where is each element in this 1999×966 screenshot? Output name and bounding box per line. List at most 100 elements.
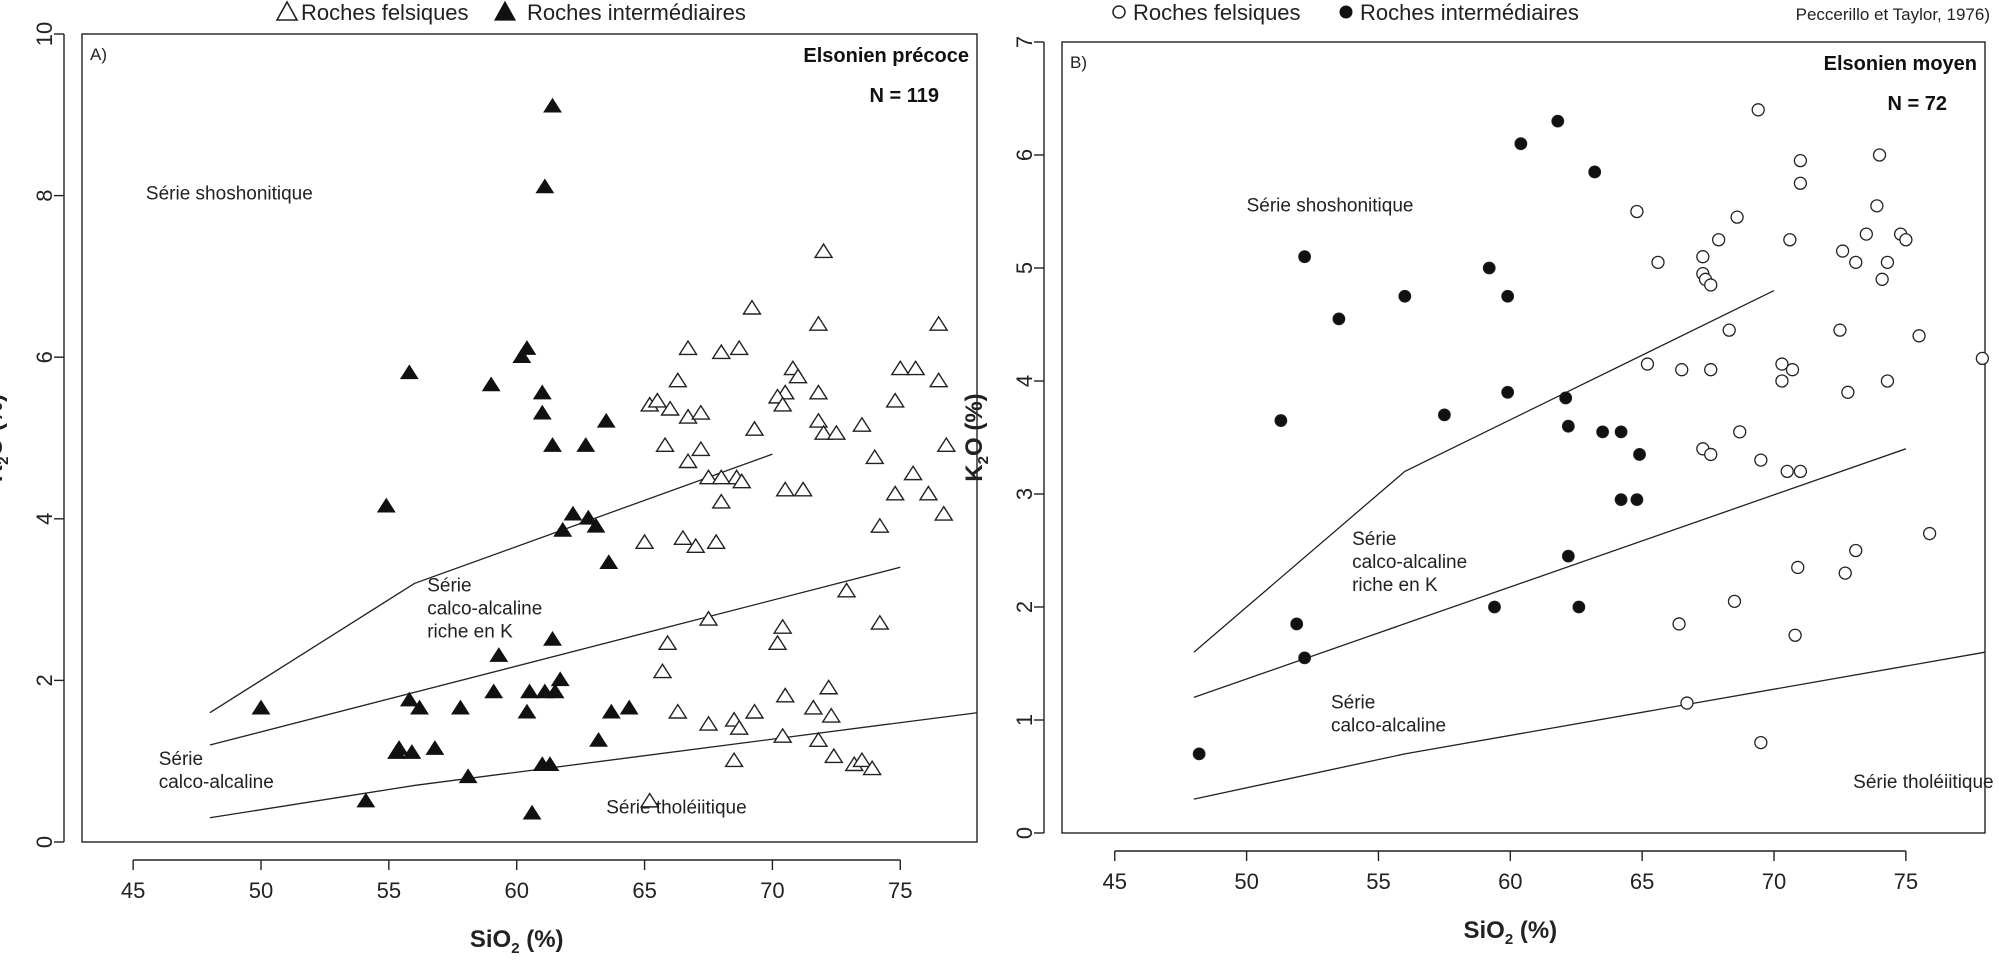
data-point (1561, 549, 1575, 563)
data-point (410, 699, 429, 715)
plot-frame (1061, 41, 1986, 834)
data-point (251, 699, 271, 715)
data-point (1501, 385, 1515, 399)
data-point (425, 740, 445, 755)
y-axis-label: K2O (%) (961, 393, 992, 481)
data-point (1849, 543, 1863, 558)
data-point (451, 699, 470, 715)
legend-panel-b: Roches felsiques Roches intermédiaires (1112, 0, 1579, 25)
data-point (1791, 560, 1805, 575)
x-axis-label: SiO2 (%) (470, 926, 564, 957)
data-point (936, 436, 957, 453)
data-point (870, 517, 890, 533)
data-point (1872, 148, 1887, 162)
x-tick-label: 45 (121, 878, 145, 903)
data-point (1514, 137, 1528, 151)
data-point (660, 400, 680, 416)
data-point (803, 699, 824, 715)
data-point (389, 740, 409, 755)
data-point (890, 359, 911, 376)
x-tick-label: 65 (632, 878, 656, 903)
data-point (520, 683, 539, 699)
data-point (535, 683, 555, 699)
data-point (698, 469, 719, 485)
data-point (808, 315, 829, 331)
y-tick-label: 0 (32, 836, 57, 848)
data-point (1572, 600, 1586, 614)
data-point (1482, 261, 1496, 275)
data-point (885, 392, 905, 408)
data-point (1754, 453, 1768, 467)
legend-panel-a: Roches felsiques Roches intermédiaires (275, 0, 746, 25)
data-point (540, 756, 560, 772)
data-point (1912, 329, 1926, 343)
data-point (793, 481, 813, 497)
series-open-triangle (634, 242, 957, 808)
data-point (1722, 323, 1736, 337)
data-point (576, 437, 596, 452)
data-point (1754, 735, 1768, 750)
data-point (1298, 250, 1312, 264)
data-point (543, 630, 562, 646)
data-point (1730, 210, 1744, 224)
data-point (772, 618, 793, 634)
data-point (673, 529, 693, 545)
data-point (647, 392, 668, 408)
x-tick-label: 75 (888, 878, 912, 903)
data-point (1596, 425, 1610, 439)
legend-intermediate-label: Roches intermédiaires (527, 0, 746, 25)
y-tick-label: 2 (1012, 601, 1037, 613)
data-point (905, 359, 926, 376)
data-point (458, 768, 478, 784)
data-point (870, 614, 890, 630)
data-point (1633, 448, 1646, 461)
data-point (928, 372, 949, 388)
series-boundary-line (1193, 651, 1986, 800)
region-label: Série calco-alcaline (159, 749, 274, 793)
data-point (1551, 114, 1565, 128)
data-point (1793, 153, 1808, 168)
open-triangle-legend-icon (275, 0, 299, 21)
data-point (1793, 464, 1808, 479)
data-point (402, 744, 422, 759)
legend-intermediate-label-b: Roches intermédiaires (1360, 0, 1579, 25)
filled-triangle-legend-icon (493, 0, 517, 21)
series-boundary-line (1193, 290, 1775, 653)
data-point (1561, 419, 1575, 433)
data-point (543, 437, 562, 452)
y-tick-label: 0 (1012, 827, 1037, 839)
data-point (1833, 323, 1847, 337)
data-point (1332, 312, 1346, 326)
data-point (1835, 244, 1850, 258)
data-point (586, 517, 606, 533)
data-point (775, 687, 795, 703)
data-point (668, 703, 688, 719)
data-point (852, 751, 872, 768)
series-boundary-line (209, 453, 773, 714)
data-point (599, 554, 619, 570)
data-point (1630, 204, 1644, 219)
series-boundary-line (209, 712, 978, 819)
data-point (550, 671, 570, 687)
data-point (698, 610, 719, 626)
series-boundary-line (209, 566, 901, 746)
data-point (1922, 526, 1937, 541)
data-point (1880, 255, 1895, 270)
data-point (826, 424, 847, 440)
data-point (903, 464, 923, 481)
panel-a-chart: 45 50 55 60 65 70 75 0 2 4 6 8 10 SiO2 (%) K2O (%) A) El… (0, 22, 978, 957)
data-point (772, 727, 793, 743)
data-point (729, 719, 749, 735)
data-point (775, 481, 795, 497)
sample-count: N = 72 (1888, 93, 1947, 115)
data-point (512, 348, 532, 363)
data-point (1859, 227, 1873, 241)
data-point (1785, 363, 1800, 377)
data-point (788, 368, 808, 384)
data-point (1880, 374, 1895, 388)
y-tick-label: 4 (32, 513, 57, 525)
series-filled-circle (1192, 114, 1646, 761)
y-tick-label: 3 (1012, 488, 1037, 500)
region-label: Série tholéiitique (1853, 772, 1993, 793)
data-point (711, 343, 732, 360)
